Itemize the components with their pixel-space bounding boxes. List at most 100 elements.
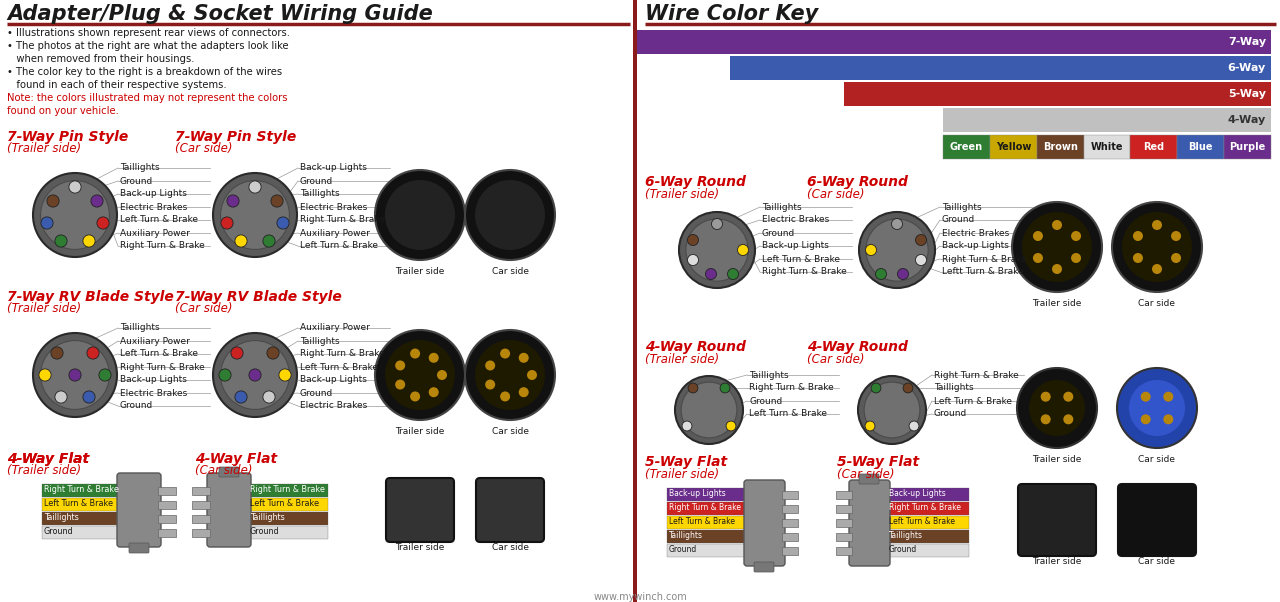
Text: (Trailer side): (Trailer side) <box>6 464 81 477</box>
Text: 5-Way Flat: 5-Way Flat <box>645 455 727 469</box>
Text: Trailer side: Trailer side <box>396 267 444 276</box>
Circle shape <box>33 173 116 257</box>
Circle shape <box>91 195 104 207</box>
Circle shape <box>915 255 927 265</box>
Bar <box>192 515 210 523</box>
Circle shape <box>219 369 232 381</box>
Text: Right Turn & Brake: Right Turn & Brake <box>300 350 385 359</box>
Text: Ground: Ground <box>749 397 782 406</box>
Text: Yellow: Yellow <box>996 142 1030 152</box>
Circle shape <box>236 235 247 247</box>
Text: Right Turn & Brake: Right Turn & Brake <box>762 267 847 276</box>
Circle shape <box>465 170 556 260</box>
Text: Ground: Ground <box>942 216 975 225</box>
Circle shape <box>705 268 717 279</box>
Text: Right Turn & Brake: Right Turn & Brake <box>890 503 961 512</box>
Bar <box>157 501 177 509</box>
Text: Back-up Lights: Back-up Lights <box>120 376 187 385</box>
Text: (Car side): (Car side) <box>175 302 233 315</box>
Circle shape <box>1071 253 1082 263</box>
Circle shape <box>675 376 742 444</box>
Bar <box>667 488 748 501</box>
Circle shape <box>1071 231 1082 241</box>
Text: (Car side): (Car side) <box>175 142 233 155</box>
FancyBboxPatch shape <box>129 543 148 553</box>
Text: Adapter/Plug & Socket Wiring Guide: Adapter/Plug & Socket Wiring Guide <box>6 4 433 24</box>
Text: Taillights: Taillights <box>890 531 923 540</box>
Bar <box>42 484 120 497</box>
Circle shape <box>87 347 99 359</box>
Bar <box>192 487 210 495</box>
Text: Brown: Brown <box>1043 142 1078 152</box>
Circle shape <box>1052 264 1062 274</box>
FancyBboxPatch shape <box>849 480 890 566</box>
FancyBboxPatch shape <box>476 478 544 542</box>
Circle shape <box>1052 220 1062 230</box>
Text: Car side: Car side <box>1138 557 1175 566</box>
Text: (Trailer side): (Trailer side) <box>6 142 81 155</box>
Circle shape <box>518 387 529 397</box>
Bar <box>730 56 1271 80</box>
Text: Note: the colors illustrated may not represent the colors: Note: the colors illustrated may not rep… <box>6 93 288 103</box>
Bar <box>667 516 748 529</box>
Text: Left Turn & Brake: Left Turn & Brake <box>120 350 198 359</box>
Text: Trailer side: Trailer side <box>1032 455 1082 464</box>
Bar <box>1178 135 1224 159</box>
Bar <box>836 547 852 555</box>
Circle shape <box>681 382 737 438</box>
Circle shape <box>1140 414 1151 424</box>
Text: Electric Brakes: Electric Brakes <box>762 216 829 225</box>
Bar <box>887 516 969 529</box>
Circle shape <box>1133 253 1143 263</box>
Text: Taillights: Taillights <box>934 383 974 393</box>
Text: Right Turn & Brake: Right Turn & Brake <box>44 485 119 494</box>
Bar <box>157 515 177 523</box>
Bar <box>836 519 852 527</box>
Text: 7-Way Pin Style: 7-Way Pin Style <box>6 130 128 144</box>
Circle shape <box>915 235 927 246</box>
Text: www.mywinch.com: www.mywinch.com <box>593 592 687 602</box>
Circle shape <box>55 235 67 247</box>
Circle shape <box>276 217 289 229</box>
Circle shape <box>83 391 95 403</box>
Bar <box>42 526 120 539</box>
Circle shape <box>465 330 556 420</box>
Circle shape <box>475 340 545 410</box>
Circle shape <box>221 217 233 229</box>
Text: Left Turn & Brake: Left Turn & Brake <box>250 499 319 508</box>
Text: 6-Way: 6-Way <box>1228 63 1266 73</box>
Circle shape <box>1164 392 1174 402</box>
Circle shape <box>876 268 887 279</box>
Text: Car side: Car side <box>1138 455 1175 464</box>
Text: Car side: Car side <box>1138 299 1175 308</box>
Text: Back-up Lights: Back-up Lights <box>120 190 187 199</box>
Text: Taillights: Taillights <box>300 190 339 199</box>
Text: 4-Way Flat: 4-Way Flat <box>6 452 90 466</box>
Bar <box>634 0 637 602</box>
Text: • The color key to the right is a breakdown of the wires: • The color key to the right is a breakd… <box>6 67 282 77</box>
Circle shape <box>687 255 699 265</box>
Bar <box>248 484 328 497</box>
Circle shape <box>51 347 63 359</box>
Circle shape <box>518 353 529 363</box>
Text: Right Turn & Brake: Right Turn & Brake <box>120 241 205 250</box>
Text: Ground: Ground <box>300 388 333 397</box>
Text: 4-Way Flat: 4-Way Flat <box>6 452 90 466</box>
Bar <box>42 498 120 511</box>
Circle shape <box>375 330 465 420</box>
Circle shape <box>500 349 511 359</box>
Circle shape <box>1033 231 1043 241</box>
Bar <box>989 135 1037 159</box>
Circle shape <box>212 333 297 417</box>
Circle shape <box>1033 253 1043 263</box>
Text: Right Turn & Brake: Right Turn & Brake <box>749 383 833 393</box>
Circle shape <box>1133 231 1143 241</box>
Text: 5-Way Flat: 5-Way Flat <box>837 455 919 469</box>
Circle shape <box>865 219 928 281</box>
FancyBboxPatch shape <box>1117 484 1196 556</box>
Bar <box>1084 135 1130 159</box>
Text: Taillights: Taillights <box>762 202 801 211</box>
Text: 7-Way Pin Style: 7-Way Pin Style <box>175 130 296 144</box>
Circle shape <box>485 379 495 389</box>
Circle shape <box>1140 392 1151 402</box>
